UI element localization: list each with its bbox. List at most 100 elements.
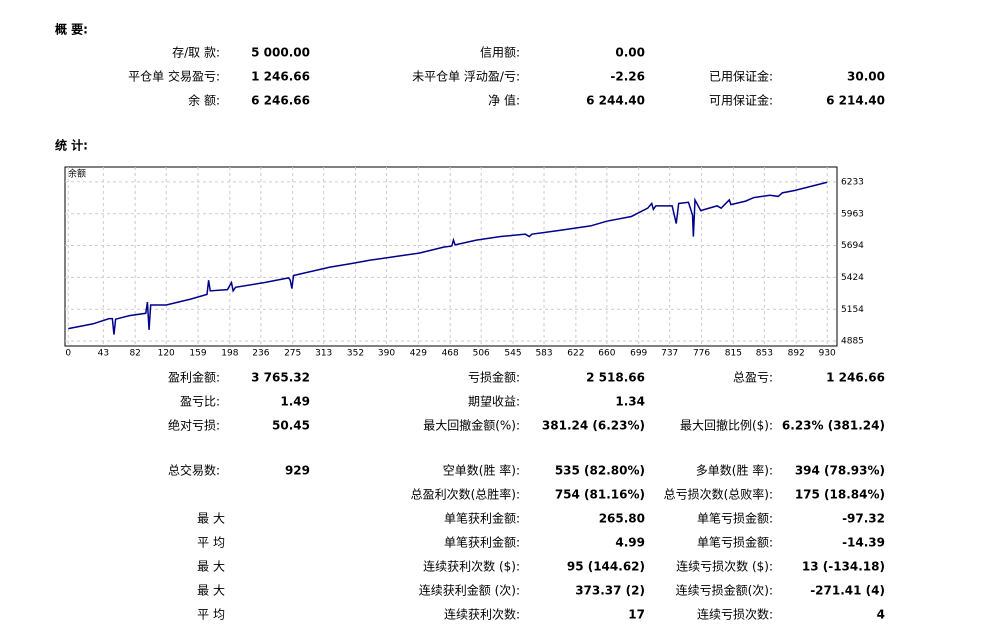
field-label: 平 均 (197, 608, 225, 622)
x-tick-label: 506 (473, 349, 490, 359)
field-value: 6 244.40 (586, 94, 645, 108)
field-value: 95 (144.62) (567, 560, 645, 574)
field-label: 最大回撤金额(%): (423, 418, 520, 433)
field-label: 期望收益: (468, 395, 520, 409)
field-value: 373.37 (2) (575, 584, 645, 598)
field-label: 余 额: (188, 93, 220, 108)
x-tick-label: 275 (284, 349, 301, 359)
field-value: 6.23% (381.24) (782, 419, 885, 433)
field-label: 总交易数: (168, 463, 220, 478)
summary-title: 概 要: (55, 22, 88, 37)
x-tick-label: 0 (65, 349, 71, 359)
field-value: 535 (82.80%) (555, 464, 645, 478)
field-value: 394 (78.93%) (795, 464, 885, 478)
field-value: 1.49 (280, 395, 310, 409)
field-value: 6 246.66 (251, 94, 310, 108)
field-label: 信用额: (480, 46, 520, 60)
field-label: 最大回撤比例($): (680, 418, 773, 433)
x-tick-label: 583 (535, 349, 552, 359)
field-value: 175 (18.84%) (795, 488, 885, 502)
field-value: 50.45 (272, 419, 310, 433)
x-tick-label: 660 (598, 349, 615, 359)
field-value: 5 000.00 (251, 46, 310, 60)
field-label: 多单数(胜 率): (696, 463, 773, 478)
field-label: 连续获利次数: (444, 607, 520, 622)
y-tick-label: 6233 (841, 177, 864, 187)
field-value: 265.80 (599, 512, 645, 526)
field-value: 1 246.66 (826, 371, 885, 385)
field-label: 单笔亏损金额: (697, 511, 773, 526)
field-value: 1 246.66 (251, 70, 310, 84)
field-value: 30.00 (847, 70, 885, 84)
field-label: 平仓单 交易盈亏: (128, 69, 220, 84)
field-value: -14.39 (842, 536, 885, 550)
x-tick-label: 390 (378, 349, 395, 359)
field-label: 连续获利金额 (次): (419, 583, 520, 598)
field-value: -97.32 (842, 512, 885, 526)
balance-line (68, 181, 828, 335)
y-tick-label: 4885 (841, 337, 864, 347)
x-tick-label: 545 (504, 349, 521, 359)
field-label: 单笔亏损金额: (697, 535, 773, 550)
field-value: 754 (81.16%) (555, 488, 645, 502)
field-label: 存/取 款: (172, 46, 220, 60)
field-label: 亏损金额: (468, 370, 520, 385)
field-label: 最 大 (197, 560, 225, 574)
x-tick-label: 198 (221, 349, 238, 359)
field-label: 已用保证金: (709, 69, 773, 84)
field-value: 4.99 (615, 536, 645, 550)
y-tick-label: 5154 (841, 305, 864, 315)
field-value: 0.00 (615, 46, 645, 60)
field-label: 平 均 (197, 536, 225, 550)
y-tick-label: 5694 (841, 241, 864, 251)
field-label: 盈利金额: (168, 370, 220, 385)
field-value: 17 (628, 608, 645, 622)
x-tick-label: 82 (129, 349, 140, 359)
field-label: 连续亏损次数: (697, 607, 773, 622)
x-tick-label: 352 (347, 349, 364, 359)
field-label: 净 值: (488, 93, 520, 108)
y-tick-label: 5424 (841, 273, 864, 283)
y-tick-label: 5963 (841, 209, 864, 219)
field-label: 连续亏损金额(次): (676, 583, 773, 598)
x-tick-label: 429 (410, 349, 427, 359)
field-label: 绝对亏损: (168, 418, 220, 433)
field-label: 空单数(胜 率): (443, 463, 520, 478)
field-label: 盈亏比: (180, 395, 220, 409)
field-label: 单笔获利金额: (444, 535, 520, 550)
x-tick-label: 236 (252, 349, 269, 359)
x-tick-label: 313 (315, 349, 332, 359)
field-value: 929 (285, 464, 310, 478)
field-label: 连续亏损次数 ($): (676, 559, 773, 574)
field-value: 1.34 (615, 395, 645, 409)
field-label: 最 大 (197, 512, 225, 526)
field-value: -271.41 (4) (810, 584, 885, 598)
x-tick-label: 120 (158, 349, 175, 359)
plot-frame (64, 166, 838, 347)
field-label: 可用保证金: (709, 93, 773, 108)
x-tick-label: 853 (756, 349, 773, 359)
field-label: 连续获利次数 ($): (423, 559, 520, 574)
x-tick-label: 737 (661, 349, 678, 359)
x-tick-label: 159 (189, 349, 206, 359)
x-tick-label: 815 (725, 349, 742, 359)
field-value: 13 (-134.18) (802, 560, 885, 574)
x-tick-label: 43 (98, 349, 109, 359)
x-tick-label: 776 (693, 349, 710, 359)
field-label: 单笔获利金额: (444, 511, 520, 526)
legend: 余额 (68, 168, 86, 180)
field-label: 总盈利次数(总胜率): (411, 487, 520, 502)
field-value: -2.26 (610, 70, 645, 84)
field-value: 4 (877, 608, 885, 622)
field-label: 未平仓单 浮动盈/亏: (412, 70, 520, 84)
x-tick-label: 699 (630, 349, 647, 359)
field-label: 总亏损次数(总败率): (664, 487, 773, 502)
x-tick-label: 622 (567, 349, 584, 359)
x-tick-label: 468 (442, 349, 459, 359)
stats-title: 统 计: (55, 138, 88, 153)
field-value: 381.24 (6.23%) (542, 419, 645, 433)
field-value: 2 518.66 (586, 371, 645, 385)
x-tick-label: 892 (788, 349, 805, 359)
field-label: 总盈亏: (733, 371, 773, 385)
